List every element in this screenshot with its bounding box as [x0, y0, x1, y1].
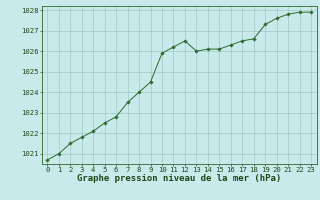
- X-axis label: Graphe pression niveau de la mer (hPa): Graphe pression niveau de la mer (hPa): [77, 174, 281, 183]
